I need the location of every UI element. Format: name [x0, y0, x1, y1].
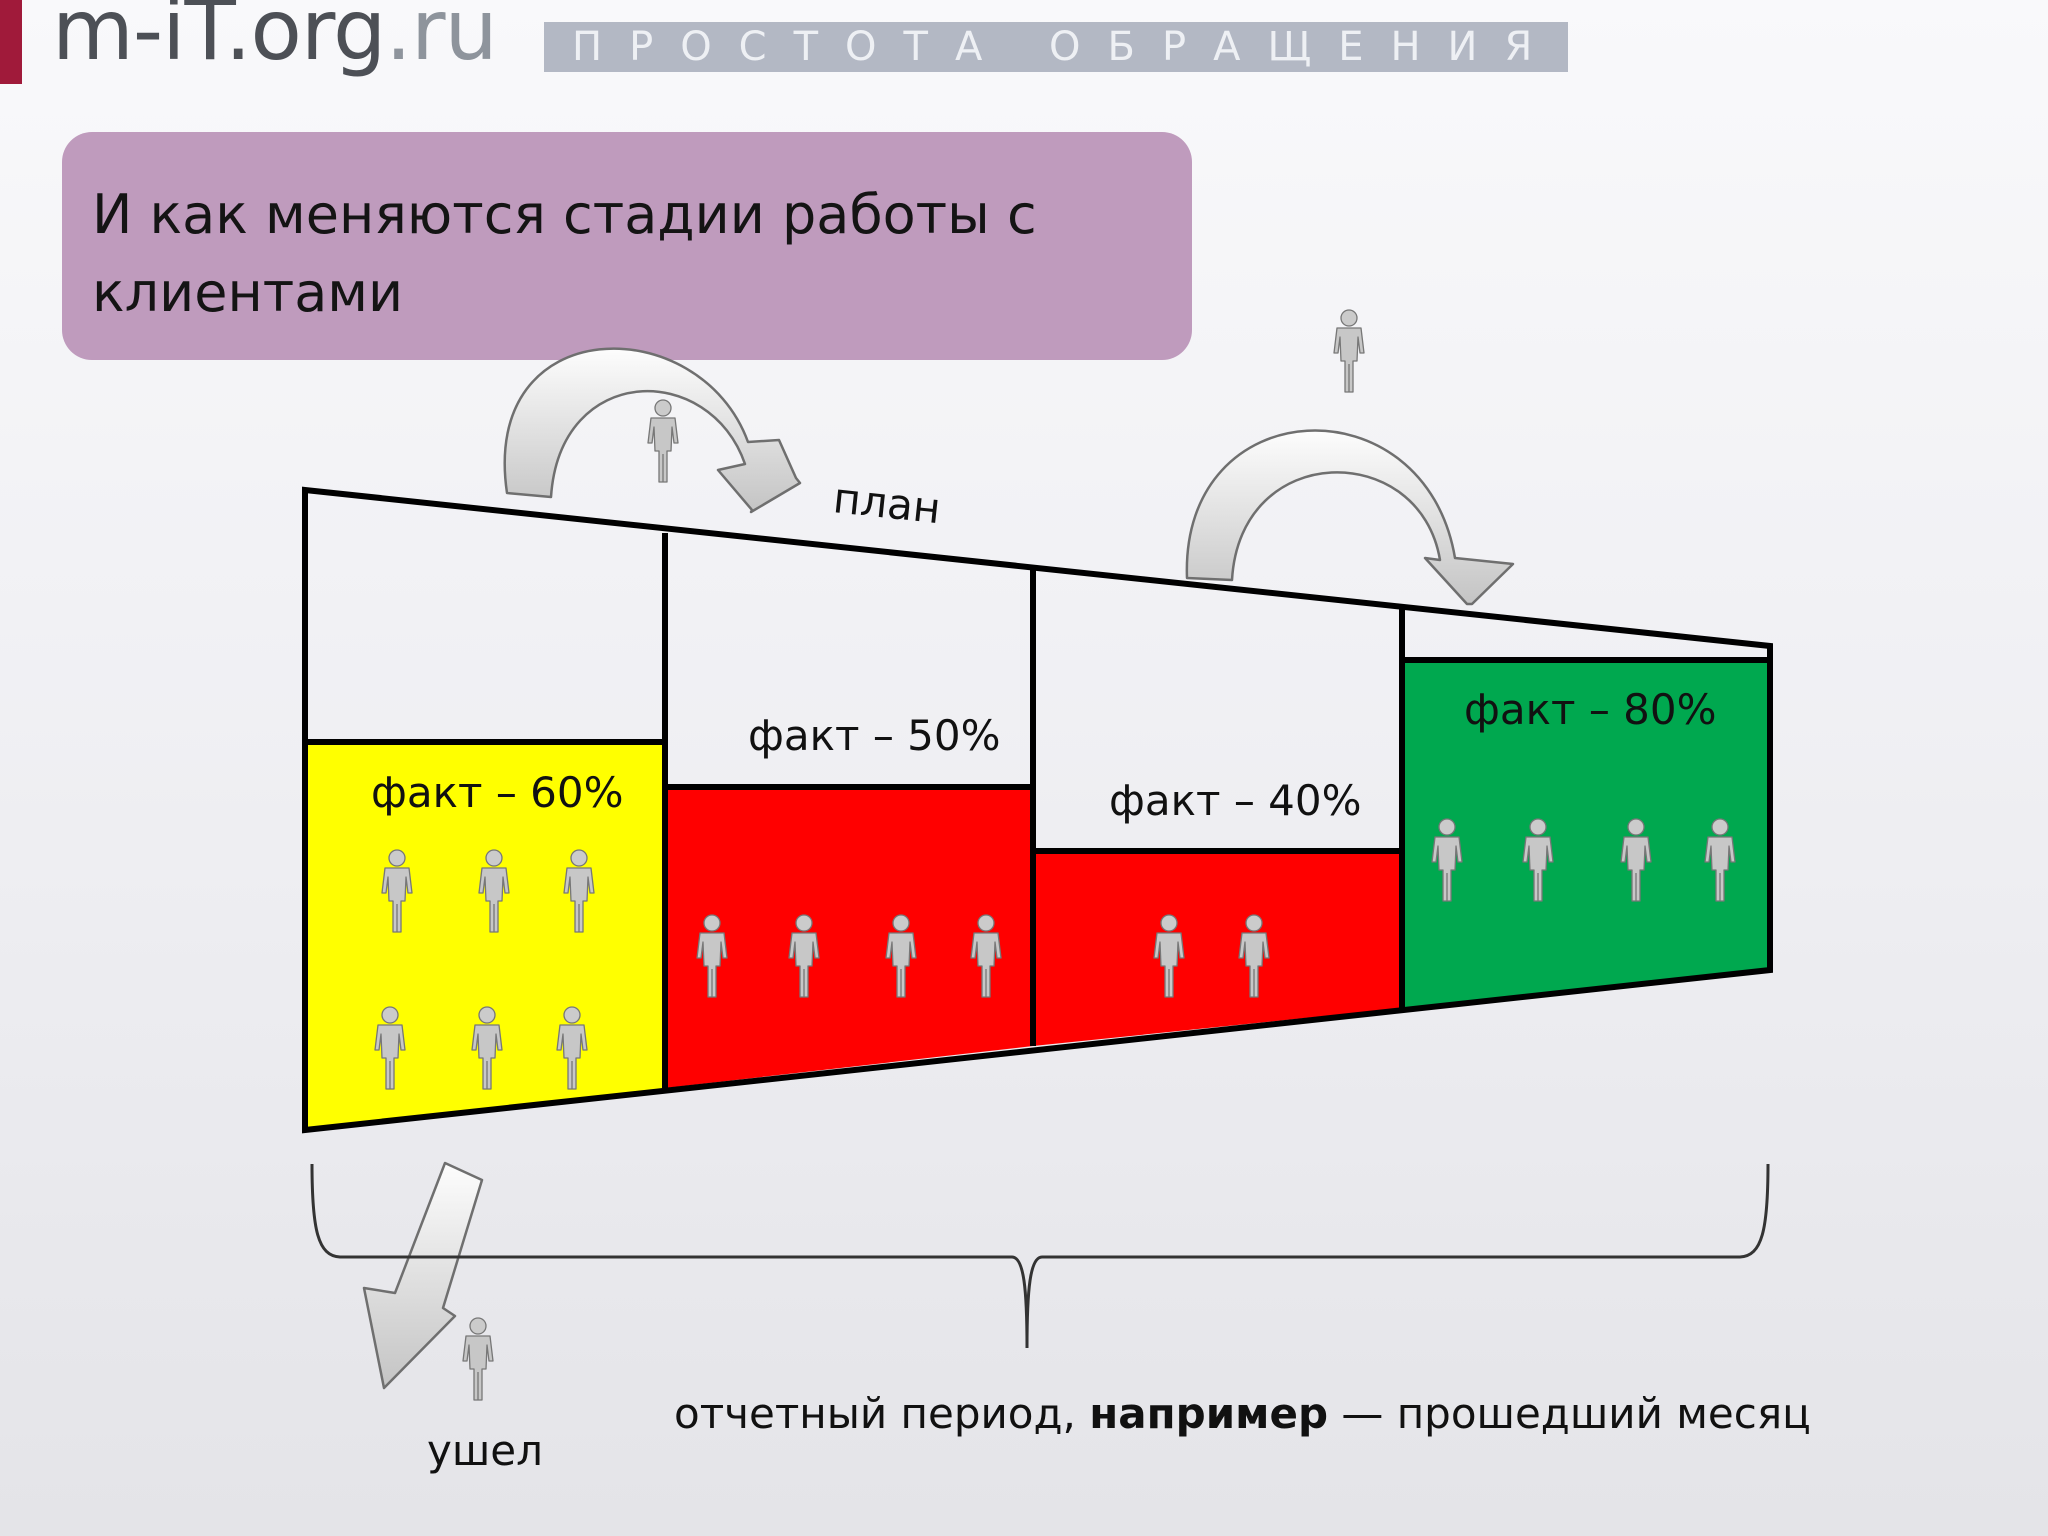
- site-logo[interactable]: m-iT.org.ru: [52, 0, 498, 72]
- left-label: ушел: [427, 1426, 543, 1475]
- period-caption-pre: отчетный период,: [674, 1389, 1089, 1438]
- period-brace: [310, 1163, 1770, 1349]
- transfer-arrow-2: [1185, 429, 1515, 606]
- plan-label: план: [831, 473, 943, 533]
- person-icon-exit: [462, 1317, 494, 1401]
- stage-fill-2: [665, 787, 1033, 1088]
- period-caption-post: — прошедший месяц: [1328, 1389, 1811, 1438]
- stage-3-label: факт – 40%: [1109, 776, 1362, 825]
- slide-title: И как меняются стадии работы с клиентами: [92, 183, 1037, 324]
- stage-fill-3: [1033, 851, 1402, 1046]
- period-caption-bold: например: [1089, 1389, 1328, 1438]
- stage-4-label: факт – 80%: [1464, 685, 1717, 734]
- person-icon-arrow-1: [647, 399, 679, 483]
- period-caption: отчетный период, например — прошедший ме…: [674, 1389, 1811, 1438]
- title-box: И как меняются стадии работы с клиентами: [62, 132, 1192, 360]
- person-icon-arrow-2: [1333, 309, 1365, 393]
- header-accent-bar: [0, 0, 22, 84]
- funnel-outline: [302, 486, 1773, 1134]
- transfer-arrow-1: [503, 347, 802, 514]
- stage-2-label: факт – 50%: [748, 711, 1001, 760]
- stage-1-label: факт – 60%: [371, 768, 624, 817]
- logo-main: m-iT.org: [52, 0, 386, 79]
- exit-arrow: [362, 1161, 484, 1390]
- stage-fill-4: [1402, 660, 1770, 1008]
- header-tagline: ПРОСТОТА ОБРАЩЕНИЯ: [544, 22, 1568, 72]
- logo-tld: .ru: [385, 0, 497, 79]
